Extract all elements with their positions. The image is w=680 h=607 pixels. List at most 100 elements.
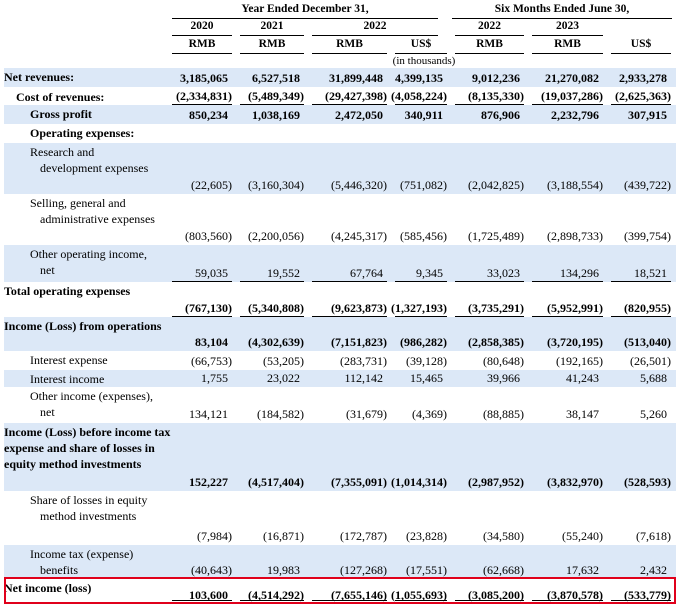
row-value: (88,885) [483, 407, 524, 421]
row-value: 103,600 [189, 588, 228, 602]
row-value: (8,135,330) [468, 89, 524, 103]
row-label: Share of losses in equity method investm… [30, 493, 148, 523]
header-year-underline-0 [172, 35, 232, 36]
header-currency-underline-2 [312, 53, 387, 54]
row-value: 134,296 [560, 266, 599, 280]
row-value: 39,966 [487, 371, 520, 385]
row-value: (5,340,808) [248, 301, 304, 315]
table-row: Selling, general and administrative expe… [4, 194, 676, 245]
row-value: 19,983 [267, 563, 300, 577]
table-row: Other operating income, net 59,035 19,552 6… [4, 245, 676, 282]
subtotal-underline [455, 104, 524, 105]
row-label: Other income (expenses), net [30, 389, 153, 419]
row-value: (533,779) [624, 588, 671, 602]
subtotal-underline [611, 281, 671, 282]
row-value: (1,014,314) [391, 475, 447, 489]
table-row: Operating expenses: [4, 124, 676, 143]
header-currency-2: RMB [336, 38, 363, 50]
table-row: Interest expense (66,753) (53,205) (283,731… [4, 351, 676, 370]
header-currency-0: RMB [188, 38, 216, 50]
row-value: 33,023 [487, 266, 520, 280]
header-currency-underline-6 [611, 53, 671, 54]
header-currency-6: US$ [630, 38, 652, 50]
row-value: (2,858,385) [468, 335, 524, 349]
row-value: (3,870,578) [547, 588, 603, 602]
row-value: (986,282) [400, 335, 447, 349]
subtotal-underline [455, 316, 524, 317]
row-value: (3,085,200) [468, 588, 524, 602]
row-value: 5,688 [640, 371, 667, 385]
row-value: (17,551) [406, 563, 447, 577]
row-label: Interest income [30, 372, 105, 386]
row-value: (3,832,970) [547, 475, 603, 489]
row-label: Income tax (expense) benefits [30, 547, 134, 577]
row-label: Net income (loss) [4, 581, 92, 595]
table-row: Net income (loss) 103,600 (4,514,292) (7,65… [4, 579, 676, 604]
header-year-ended-underline [172, 18, 438, 19]
table-row: Share of losses in equity method investm… [4, 491, 676, 545]
table-row: Income (Loss) before income tax expense … [4, 423, 676, 491]
row-value: (2,334,831) [176, 89, 232, 103]
row-value: (513,040) [624, 335, 671, 349]
header-year-5: 2023 [556, 20, 579, 32]
row-value: 2,432 [640, 563, 667, 577]
row-value: (4,245,317) [331, 229, 387, 243]
header-in-thousands: (in thousands) [392, 55, 456, 67]
row-value: (2,987,952) [468, 475, 524, 489]
row-value: (184,582) [257, 407, 304, 421]
row-value: (23,828) [406, 529, 447, 543]
row-value: (399,754) [624, 229, 671, 243]
row-value: (127,268) [340, 563, 387, 577]
row-value: (585,456) [400, 229, 447, 243]
row-value: (528,593) [624, 475, 671, 489]
row-value: 9,345 [416, 266, 443, 280]
row-value: (3,735,291) [468, 301, 524, 315]
row-value: (2,042,825) [468, 178, 524, 192]
row-value: (53,205) [263, 354, 304, 368]
table-row: Gross profit 850,234 1,038,169 2,472,050 340… [4, 105, 676, 124]
header-year-4: 2022 [478, 20, 501, 32]
row-value: (19,037,286) [541, 89, 603, 103]
table-row: Interest income 1,755 23,022 112,142 15,465 3… [4, 370, 676, 387]
row-value: (1,327,193) [391, 301, 447, 315]
row-value: (40,643) [191, 563, 232, 577]
row-value: (16,871) [263, 529, 304, 543]
row-value: 5,260 [640, 407, 667, 421]
row-value: (7,618) [636, 529, 671, 543]
row-value: 2,472,050 [335, 108, 383, 122]
row-value: (1,725,489) [468, 229, 524, 243]
row-value: (4,058,224) [391, 89, 447, 103]
header-six-months-underline [452, 18, 672, 19]
subtotal-underline [611, 104, 671, 105]
row-value: (3,188,554) [547, 178, 603, 192]
row-value: 83,104 [195, 335, 228, 349]
subtotal-underline [312, 281, 387, 282]
row-label: Income (Loss) before income tax expense … [4, 425, 171, 471]
table-row: Net revenues: 3,185,065 6,527,518 31,899,44… [4, 68, 676, 87]
header-year-ended: Year Ended December 31, [241, 3, 369, 15]
row-label: Operating expenses: [30, 126, 135, 140]
header-currency-5: RMB [554, 38, 581, 50]
header-currency-underline-3 [395, 53, 447, 54]
subtotal-underline [455, 281, 524, 282]
row-value: (5,446,320) [331, 178, 387, 192]
row-value: 59,035 [195, 266, 228, 280]
header-currency-4: RMB [476, 38, 503, 50]
row-value: (39,128) [406, 354, 447, 368]
subtotal-underline [172, 104, 232, 105]
row-label: Selling, general and administrative expe… [30, 196, 155, 226]
row-value: (2,625,363) [615, 89, 671, 103]
subtotal-underline [172, 316, 232, 317]
row-value: 31,899,448 [329, 71, 383, 85]
subtotal-underline [395, 104, 447, 105]
row-label: Interest expense [30, 353, 108, 367]
row-value: 134,121 [189, 407, 228, 421]
row-value: (1,055,693) [391, 588, 447, 602]
row-value: (3,160,304) [248, 178, 304, 192]
subtotal-underline [240, 316, 304, 317]
row-label: Gross profit [30, 107, 92, 121]
header-year-underline-4 [455, 35, 524, 36]
subtotal-underline [532, 104, 603, 105]
header-currency-underline-4 [455, 53, 524, 54]
row-value: 152,227 [189, 475, 228, 489]
